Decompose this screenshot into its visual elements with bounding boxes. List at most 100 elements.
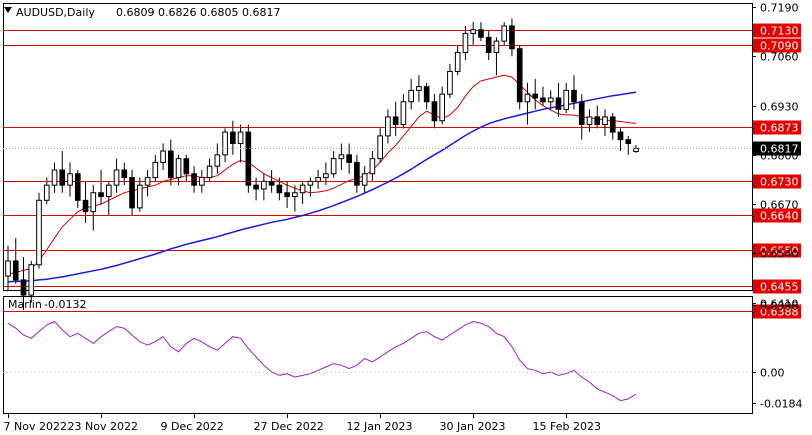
candle: [284, 181, 290, 208]
candle-body-down: [625, 139, 632, 144]
candle-body-up: [206, 165, 213, 179]
level-label: 0.7090: [760, 40, 799, 53]
level-label: 0.6873: [760, 122, 799, 135]
candle-body-down: [268, 180, 275, 186]
candle: [416, 75, 422, 102]
candle: [625, 135, 632, 155]
current-price-bg: [753, 141, 801, 156]
candle: [400, 94, 407, 129]
dropdown-arrow-icon[interactable]: [4, 7, 12, 13]
candle-body-up: [323, 173, 329, 179]
candle: [493, 37, 500, 76]
candle: [338, 143, 345, 170]
candle-body-down: [74, 173, 81, 201]
candle: [330, 151, 337, 178]
candle-body-up: [547, 97, 554, 103]
candle: [67, 162, 73, 197]
candle-body-up: [105, 184, 112, 198]
candle-body-up: [136, 184, 143, 209]
candle: [571, 75, 577, 110]
candle: [485, 29, 492, 61]
candle-body-up: [113, 169, 120, 186]
ma-slow-line: [7, 91, 637, 283]
candle-body-down: [82, 199, 89, 213]
x-tick-label: 30 Jan 2023: [440, 420, 506, 433]
candle: [586, 109, 593, 133]
candle-body-down: [478, 29, 484, 38]
candle-body-up: [307, 180, 314, 186]
candle: [74, 169, 81, 208]
candle: [191, 166, 197, 193]
candle: [268, 169, 275, 193]
candle-body-down: [284, 192, 290, 198]
candle-body-down: [540, 97, 546, 103]
candle-body-up: [470, 29, 477, 35]
candle: [563, 82, 570, 114]
candle: [447, 63, 453, 98]
candle: [144, 169, 151, 197]
candle-body-up: [586, 116, 593, 126]
candle: [12, 238, 19, 284]
candle-body-down: [392, 116, 399, 126]
y-tick-label: 0.7060: [760, 51, 799, 64]
x-tick-label: 15 Feb 2023: [533, 420, 601, 433]
candle: [361, 166, 368, 193]
candle-body-up: [330, 158, 337, 175]
candle-body-down: [129, 177, 135, 209]
candle-body-down: [485, 36, 492, 53]
candle-body-up: [299, 184, 306, 194]
x-tick-label: 23 Nov 2022: [68, 420, 138, 433]
candle: [98, 169, 104, 205]
level-label-bg: [753, 174, 801, 189]
candle: [609, 113, 616, 140]
candle: [315, 169, 321, 189]
candle: [237, 124, 244, 163]
indicator-pane-frame: [3, 296, 753, 414]
candle-body-up: [447, 70, 453, 95]
candle-body-down: [253, 184, 259, 190]
level-label-bg: [753, 38, 801, 53]
candle: [206, 158, 213, 182]
x-tick-label: 27 Dec 2022: [254, 420, 324, 433]
candle: [28, 260, 35, 303]
candle-body-up: [222, 131, 228, 156]
candle: [261, 173, 267, 201]
candle-body-up: [501, 25, 508, 42]
candle: [431, 94, 438, 129]
candle-body-down: [354, 161, 360, 186]
candle: [214, 143, 221, 174]
candle: [509, 18, 515, 57]
y-tick-label: 0.6410: [760, 298, 799, 311]
candle-body-down: [609, 116, 616, 133]
y-tick-label: 0.7190: [760, 2, 799, 15]
candle-body-down: [532, 93, 539, 99]
candle-body-down: [12, 260, 19, 281]
candle-body-down: [191, 173, 197, 186]
candle: [105, 181, 112, 216]
candle-body-down: [617, 131, 624, 141]
candle-body-up: [408, 89, 414, 103]
candle-body-down: [594, 116, 601, 126]
candle: [136, 177, 143, 212]
candle: [369, 151, 376, 182]
candle: [121, 162, 128, 186]
candle: [617, 128, 624, 152]
candle: [167, 139, 174, 186]
level-label: 0.6550: [760, 245, 799, 258]
candle-body-up: [51, 169, 58, 186]
candle-body-down: [516, 48, 523, 103]
candle-body-up: [152, 161, 159, 179]
level-label-bg: [753, 304, 801, 319]
candle: [377, 128, 383, 163]
candle-body-up: [237, 131, 244, 144]
candle: [323, 162, 329, 186]
candle-body-down: [555, 97, 562, 110]
candle-body-up: [28, 264, 35, 296]
level-label: 0.6640: [760, 210, 799, 223]
candle: [439, 86, 445, 125]
candle-body-up: [602, 116, 608, 126]
current-price-label: 0.6817: [760, 143, 799, 156]
